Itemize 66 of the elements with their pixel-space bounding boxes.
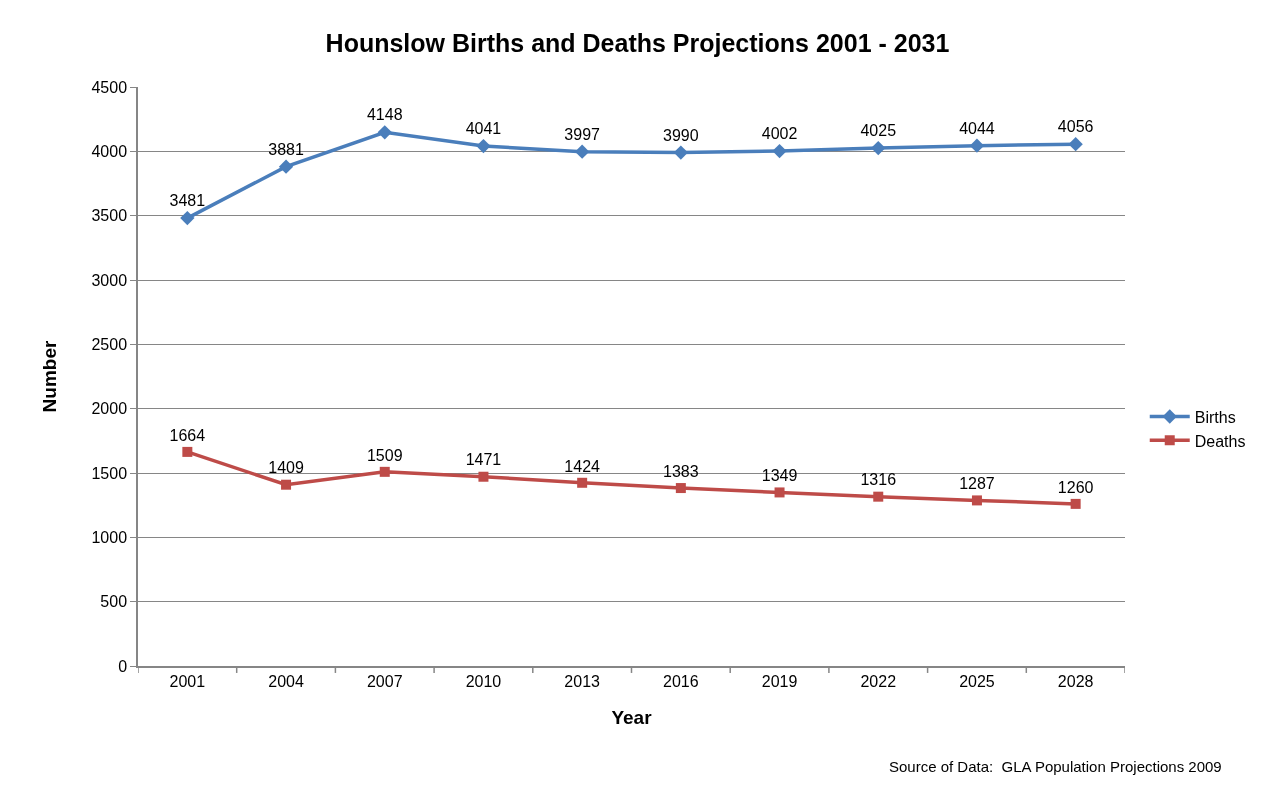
point [180, 210, 195, 226]
x-tick-label: 2001 [169, 672, 206, 690]
point [772, 143, 787, 159]
y-tick-label: 3500 [91, 207, 128, 225]
data-label: 1424 [564, 457, 601, 475]
point [379, 466, 390, 477]
data-label: 3997 [564, 125, 601, 143]
point [1070, 498, 1081, 509]
x-tick-label: 2019 [761, 672, 798, 690]
x-axis-title: Year [611, 707, 653, 729]
point [476, 138, 491, 154]
data-label: 1287 [959, 475, 995, 493]
point [377, 125, 392, 140]
x-tick-label: 2010 [465, 672, 502, 690]
data-label: 4044 [959, 119, 995, 137]
y-tick-label: 2000 [91, 400, 128, 418]
chart-title: Hounslow Births and Deaths Projections 2001 - 2031 [325, 29, 950, 58]
data-label: 3481 [169, 192, 206, 210]
point [182, 446, 193, 457]
point [873, 491, 884, 502]
point [1068, 136, 1083, 152]
point [774, 487, 785, 498]
legend-label: Births [1194, 408, 1236, 426]
point [278, 159, 294, 174]
y-tick-label: 4000 [91, 142, 128, 160]
x-tick-label: 2028 [1057, 672, 1094, 690]
x-tick-label: 2004 [268, 672, 304, 690]
y-tick-label: 500 [100, 593, 128, 611]
point [675, 483, 686, 494]
data-label: 4025 [860, 122, 897, 140]
data-label: 3881 [268, 140, 304, 158]
x-tick-label: 2016 [663, 672, 699, 690]
data-label: 3990 [663, 126, 699, 144]
point [969, 138, 985, 153]
data-label: 1349 [761, 467, 798, 485]
data-label: 1316 [860, 471, 897, 489]
point [971, 495, 982, 506]
y-tick-label: 1000 [91, 528, 128, 546]
y-tick-label: 1500 [91, 464, 128, 482]
data-label: 1260 [1057, 478, 1094, 496]
x-tick-label: 2007 [366, 672, 403, 690]
point [575, 144, 590, 159]
point [673, 145, 688, 160]
data-label: 1471 [465, 451, 502, 469]
legend-label: Deaths [1194, 432, 1246, 450]
x-tick-label: 2025 [959, 672, 995, 690]
y-tick-label: 4500 [91, 78, 128, 96]
data-label: 4148 [366, 106, 403, 124]
x-tick-label: 2013 [564, 672, 601, 690]
y-tick-label: 2500 [91, 335, 128, 353]
data-label: 1509 [366, 446, 403, 464]
point [478, 471, 489, 482]
point [577, 477, 588, 488]
y-tick-label: 0 [118, 657, 128, 675]
data-label: 4056 [1057, 118, 1094, 136]
data-label: 4002 [761, 125, 798, 143]
data-label: 4041 [465, 120, 502, 138]
point [281, 479, 292, 490]
x-tick-label: 2022 [860, 672, 897, 690]
source-note: Source of Data: GLA Population Projections 2009 [889, 758, 1222, 775]
data-label: 1409 [268, 459, 304, 477]
y-tick-label: 3000 [91, 271, 128, 289]
y-axis-title: Number [38, 340, 60, 413]
data-label: 1664 [169, 426, 206, 444]
point [871, 140, 886, 156]
data-label: 1383 [663, 462, 699, 480]
